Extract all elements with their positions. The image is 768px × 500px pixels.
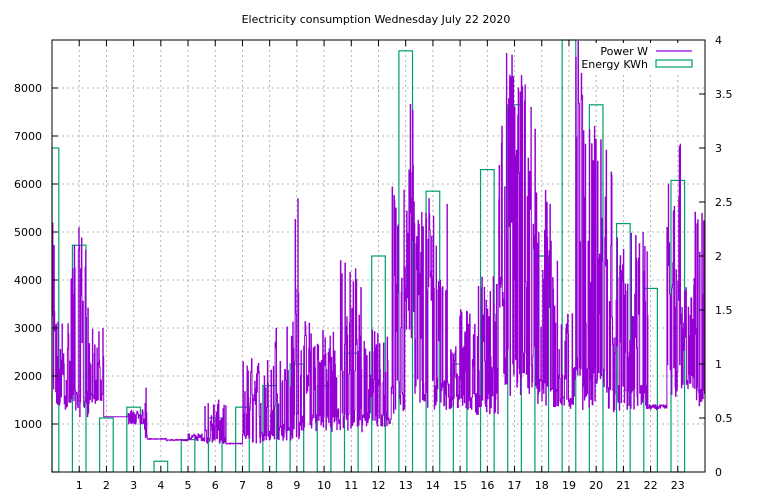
y-axis-labels: 1000 2000 3000 4000 5000 6000 7000 8000 bbox=[14, 82, 42, 431]
y2-tick-label: 0.5 bbox=[715, 412, 733, 425]
x-tick-label: 4 bbox=[157, 479, 164, 492]
y-tick-label: 6000 bbox=[14, 178, 42, 191]
y2-tick-label: 4 bbox=[715, 34, 722, 47]
x-tick-label: 14 bbox=[426, 479, 440, 492]
legend-background bbox=[580, 43, 702, 73]
y2-axis-labels: 0 0.5 1 1.5 2 2.5 3 3.5 4 bbox=[715, 34, 733, 479]
y2-tick-label: 1.5 bbox=[715, 304, 733, 317]
x-tick-label: 10 bbox=[317, 479, 331, 492]
x-tick-label: 5 bbox=[185, 479, 192, 492]
power-series bbox=[52, 40, 705, 445]
y2-tick-label: 0 bbox=[715, 466, 722, 479]
y-tick-label: 8000 bbox=[14, 82, 42, 95]
x-tick-label: 2 bbox=[103, 479, 110, 492]
y2-tick-label: 2.5 bbox=[715, 196, 733, 209]
x-tick-label: 15 bbox=[453, 479, 467, 492]
x-tick-label: 20 bbox=[589, 479, 603, 492]
chart-title: Electricity consumption Wednesday July 2… bbox=[242, 13, 511, 26]
legend: Power W Energy KWh bbox=[580, 43, 702, 73]
y2-tick-label: 2 bbox=[715, 250, 722, 263]
y-tick-label: 2000 bbox=[14, 370, 42, 383]
x-tick-label: 19 bbox=[562, 479, 576, 492]
y-tick-label: 4000 bbox=[14, 274, 42, 287]
x-tick-label: 7 bbox=[239, 479, 246, 492]
y-tick-label: 5000 bbox=[14, 226, 42, 239]
y-tick-label: 1000 bbox=[14, 418, 42, 431]
x-tick-label: 21 bbox=[616, 479, 630, 492]
x-tick-label: 22 bbox=[644, 479, 658, 492]
x-tick-label: 8 bbox=[266, 479, 273, 492]
x-tick-label: 1 bbox=[76, 479, 83, 492]
legend-label-power: Power W bbox=[600, 45, 648, 58]
y2-tick-label: 3.5 bbox=[715, 88, 733, 101]
axis-ticks bbox=[52, 39, 705, 473]
x-tick-label: 23 bbox=[671, 479, 685, 492]
legend-label-energy: Energy KWh bbox=[581, 58, 648, 71]
x-tick-label: 9 bbox=[293, 479, 300, 492]
x-tick-label: 17 bbox=[508, 479, 522, 492]
x-tick-label: 18 bbox=[535, 479, 549, 492]
x-tick-label: 12 bbox=[372, 479, 386, 492]
legend-swatch-energy bbox=[655, 59, 693, 68]
power-line bbox=[52, 40, 705, 445]
y-tick-label: 3000 bbox=[14, 322, 42, 335]
x-tick-label: 3 bbox=[130, 479, 137, 492]
x-tick-label: 16 bbox=[480, 479, 494, 492]
x-tick-label: 6 bbox=[212, 479, 219, 492]
y2-tick-label: 1 bbox=[715, 358, 722, 371]
x-axis-labels: 1 2 3 4 5 6 7 8 9 10 11 12 13 14 15 16 17 18 19 20 21 22 23 bbox=[76, 479, 685, 492]
y-tick-label: 7000 bbox=[14, 130, 42, 143]
x-tick-label: 13 bbox=[399, 479, 413, 492]
x-tick-label: 11 bbox=[344, 479, 358, 492]
y2-tick-label: 3 bbox=[715, 142, 722, 155]
